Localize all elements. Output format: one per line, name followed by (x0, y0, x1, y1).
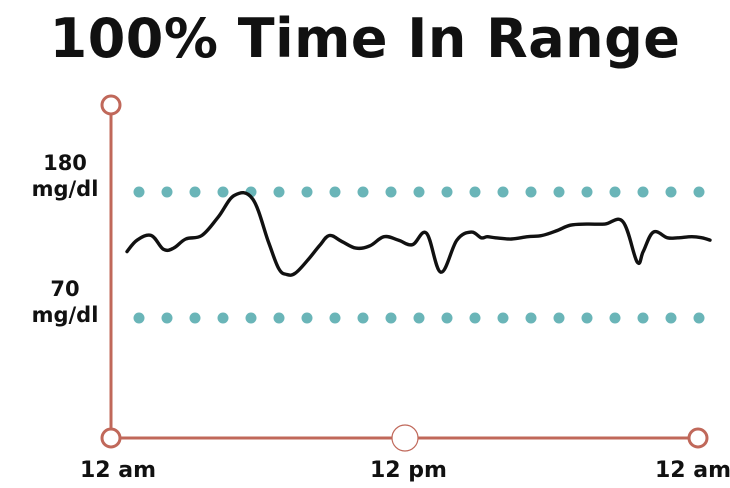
range-dot-180 (413, 186, 425, 198)
range-dot-70 (609, 312, 621, 324)
range-dot-180 (301, 186, 313, 198)
range-dot-180 (553, 186, 565, 198)
range-dot-180 (497, 186, 509, 198)
range-dot-180 (385, 186, 397, 198)
range-dot-180 (329, 186, 341, 198)
range-dot-180 (217, 186, 229, 198)
range-dot-70 (329, 312, 341, 324)
range-dot-70 (497, 312, 509, 324)
glucose-trace-line (125, 191, 712, 277)
origin-marker (100, 427, 122, 449)
range-dot-180 (693, 186, 705, 198)
y-tick-value: 70 (50, 277, 80, 301)
y-tick-value: 180 (43, 151, 87, 175)
lower-range-dotted-line (133, 312, 705, 324)
x-axis-end-marker (687, 427, 709, 449)
range-dot-180 (525, 186, 537, 198)
range-dot-70 (245, 312, 257, 324)
range-dot-180 (133, 186, 145, 198)
range-dot-70 (217, 312, 229, 324)
range-dot-70 (357, 312, 369, 324)
range-dot-180 (469, 186, 481, 198)
x-tick-label-end: 12 am (655, 458, 730, 483)
range-dot-70 (637, 312, 649, 324)
range-dot-180 (189, 186, 201, 198)
upper-range-dotted-line (133, 186, 705, 198)
range-dot-70 (525, 312, 537, 324)
range-dot-180 (637, 186, 649, 198)
range-dot-70 (189, 312, 201, 324)
y-tick-label-180: 180 mg/dl (20, 150, 110, 202)
range-dot-180 (357, 186, 369, 198)
range-dot-70 (385, 312, 397, 324)
range-dot-70 (693, 312, 705, 324)
range-dot-180 (609, 186, 621, 198)
range-dot-180 (665, 186, 677, 198)
range-dot-70 (665, 312, 677, 324)
chart-title: 100% Time In Range (49, 7, 681, 70)
x-axis (100, 424, 709, 452)
x-tick-label-midday: 12 pm (370, 458, 447, 483)
range-dot-70 (441, 312, 453, 324)
range-dot-70 (413, 312, 425, 324)
y-tick-label-70: 70 mg/dl (20, 276, 110, 328)
range-dot-70 (301, 312, 313, 324)
range-dot-180 (441, 186, 453, 198)
range-dot-70 (273, 312, 285, 324)
range-dot-70 (553, 312, 565, 324)
range-dot-70 (133, 312, 145, 324)
range-dot-180 (273, 186, 285, 198)
y-tick-unit: mg/dl (31, 177, 99, 201)
y-axis-top-marker (100, 94, 122, 116)
range-dot-70 (469, 312, 481, 324)
range-dot-180 (161, 186, 173, 198)
y-axis (100, 94, 122, 429)
y-tick-unit: mg/dl (31, 303, 99, 327)
range-dot-180 (581, 186, 593, 198)
x-tick-label-start: 12 am (80, 458, 157, 483)
x-axis-mid-marker (391, 424, 419, 452)
range-dot-70 (161, 312, 173, 324)
range-dot-70 (581, 312, 593, 324)
